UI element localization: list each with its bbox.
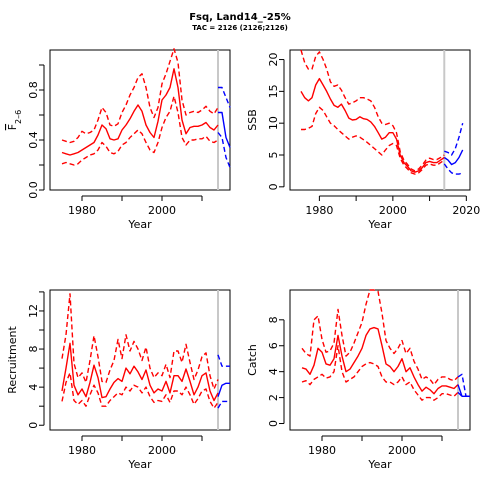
fbar-y-axis-label-subscript: 2–6	[14, 110, 23, 124]
ssb-y-tick-label: 15	[267, 84, 280, 98]
fbar-projection-median-line	[218, 111, 231, 148]
recruitment-x-tick-label: 2000	[148, 444, 176, 457]
ssb-plot-frame	[289, 49, 471, 191]
recruitment-y-axis-label: Recruitment	[6, 326, 19, 394]
fbar-x-tick-label: 1980	[68, 204, 96, 217]
recruitment-y-tick-label: 4	[27, 384, 40, 391]
catch-x-axis-label: Year	[367, 458, 392, 471]
recruitment-history-interval-line	[61, 372, 219, 409]
catch-y-tick-label: 6	[267, 342, 280, 349]
fbar-history-median-line	[61, 68, 219, 156]
fbar-projection-interval-line	[217, 132, 231, 168]
catch-projection-interval-line	[457, 391, 470, 397]
ssb-history-median-line	[300, 77, 445, 173]
ssb-y-axis-label: SSB	[246, 109, 259, 131]
fbar-y-tick-label: 0.0	[27, 181, 40, 199]
fbar-x-axis-label: Year	[127, 218, 152, 231]
recruitment-projection-interval-line	[217, 354, 230, 367]
ssb-y-tick-label: 10	[267, 116, 280, 130]
catch-projection-interval-line	[457, 373, 470, 397]
recruitment-plot-frame	[49, 289, 231, 431]
recruitment-x-axis-label: Year	[127, 458, 152, 471]
catch-y-tick-label: 0	[267, 420, 280, 427]
fbar-y-tick-label: 0.4	[27, 131, 40, 149]
ssb-projection-interval-line	[444, 123, 464, 156]
fbar-history-interval-line	[61, 48, 219, 144]
figure-subtitle: TAC = 2126 (2126;2126)	[192, 24, 288, 32]
ssb-y-tick-label: 20	[267, 53, 280, 67]
recruitment-panel: 1980 2000 0 4 8 12 Year Recruitment	[6, 289, 231, 471]
recruitment-y-tick-label: 12	[27, 304, 40, 318]
recruitment-projection-median-line	[217, 382, 230, 397]
catch-plot-frame	[289, 289, 471, 431]
ssb-y-axis-label-text: SSB	[246, 109, 259, 131]
ssb-x-tick-label: 1980	[305, 204, 333, 217]
recruitment-y-tick-label: 0	[27, 422, 40, 429]
ssb-projection-median-line	[443, 149, 464, 166]
catch-history-interval-line	[301, 345, 459, 401]
catch-history-interval-line	[301, 289, 459, 386]
fbar-projection-interval-line	[218, 86, 231, 108]
catch-panel: 1980 2000 0 2 4 6 8 Year Catch	[246, 289, 471, 471]
fbar-y-axis-label-text: F	[6, 124, 19, 130]
ssb-panel: 1980 2000 2020 0 5 10 15 20 Year SSB	[246, 49, 480, 231]
recruitment-history-interval-line	[61, 293, 219, 390]
catch-y-axis-label: Catch	[246, 344, 259, 376]
recruitment-projection-interval-line	[217, 400, 230, 409]
ssb-y-tick-label: 0	[267, 183, 280, 190]
catch-history-median-line	[301, 326, 459, 395]
ssb-x-tick-label: 2020	[452, 204, 480, 217]
ssb-projection-interval-line	[443, 163, 463, 175]
recruitment-y-axis-label-text: Recruitment	[6, 326, 19, 394]
ssb-x-axis-label: Year	[367, 218, 392, 231]
figure-title: Fsq, Land14_-25%	[189, 12, 291, 23]
recruitment-y-tick-label: 8	[27, 346, 40, 353]
catch-y-axis-label-text: Catch	[246, 344, 259, 376]
catch-x-tick-label: 1980	[308, 444, 336, 457]
catch-y-tick-label: 2	[267, 394, 280, 401]
ssb-y-tick-label: 5	[267, 152, 280, 159]
recruitment-x-tick-label: 1980	[68, 444, 96, 457]
recruitment-history-median-line	[61, 342, 219, 402]
ssb-history-interval-line	[300, 49, 445, 172]
ssb-x-tick-label: 2000	[379, 204, 407, 217]
ssb-history-interval-line	[301, 106, 445, 175]
catch-x-tick-label: 2000	[388, 444, 416, 457]
fbar-plot-frame	[49, 49, 231, 191]
catch-y-tick-label: 8	[267, 316, 280, 323]
fbar-x-tick-label: 2000	[148, 204, 176, 217]
fbar-history-interval-line	[61, 95, 219, 166]
fbar-y-tick-label: 0.8	[27, 81, 40, 99]
fbar-y-axis-label: F2–6	[6, 110, 23, 131]
fbar-panel: 1980 2000 0.0 0.4 0.8 Year F2–6	[6, 48, 231, 231]
catch-y-tick-label: 4	[267, 368, 280, 375]
